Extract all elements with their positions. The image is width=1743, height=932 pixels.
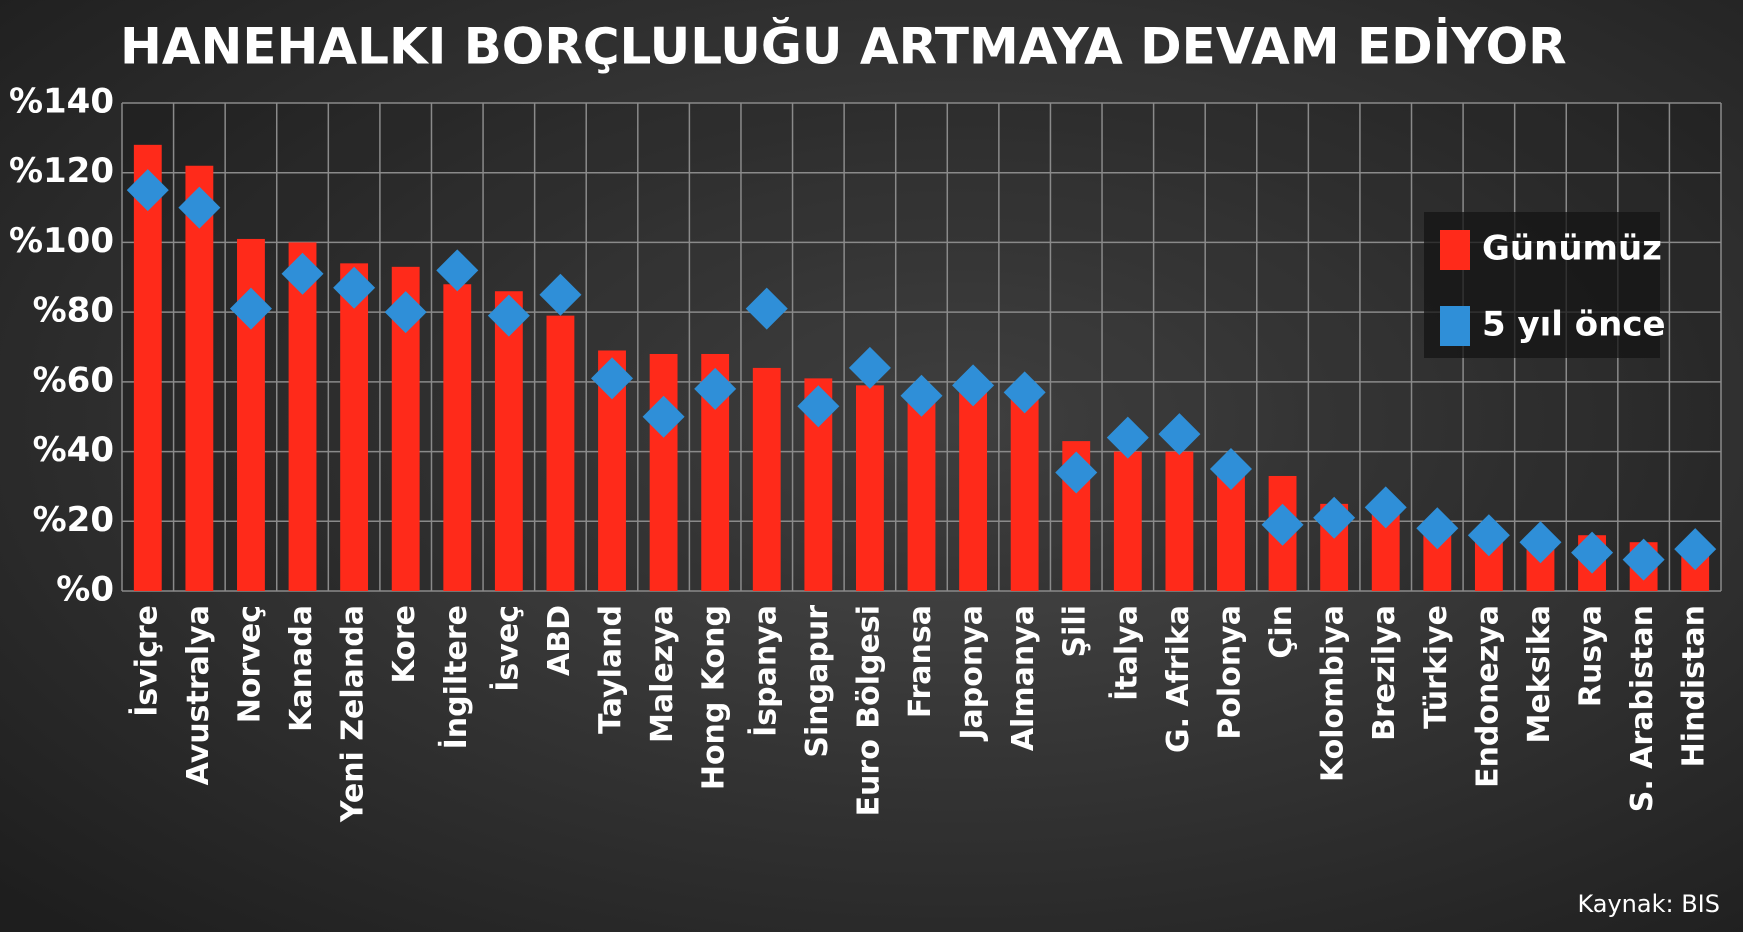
diamond-marker [539, 273, 582, 316]
y-tick-label: %0 [56, 570, 114, 610]
diamond-marker [384, 291, 427, 334]
diamond-marker [694, 367, 737, 410]
x-tick-label: Kore [387, 605, 422, 683]
diamond-marker [436, 249, 479, 292]
diamond-marker [1416, 507, 1459, 550]
x-tick-label: Kanada [284, 605, 319, 732]
x-tick-label: Singapur [800, 605, 835, 758]
diamond-marker [1467, 514, 1510, 557]
diamond-marker [178, 186, 221, 229]
legend-label: 5 yıl önce [1482, 305, 1666, 345]
bar [1165, 451, 1194, 591]
bar [907, 399, 936, 591]
x-tick-label: S. Arabistan [1625, 605, 1660, 812]
bar [1010, 399, 1039, 591]
x-tick-label: Türkiye [1419, 605, 1454, 729]
legend-swatch [1440, 230, 1470, 270]
y-tick-label: %100 [9, 221, 114, 261]
x-tick-label: Japonya [955, 605, 990, 742]
diamond-marker [1313, 496, 1356, 539]
x-tick-label: Brezilya [1367, 605, 1402, 741]
diamond-marker [333, 266, 376, 309]
bar [752, 367, 781, 591]
x-tick-label: İsviçre [128, 605, 164, 717]
x-tick-label: İtalya [1108, 605, 1144, 701]
diamond-marker [229, 287, 272, 330]
bar [288, 242, 317, 591]
y-tick-label: %120 [9, 151, 114, 191]
diamond-marker [591, 357, 634, 400]
diamond-marker [952, 364, 995, 407]
x-tick-label: Hong Kong [697, 605, 732, 790]
legend-label: Günümüz [1482, 229, 1662, 269]
x-tick-label: Malezya [645, 605, 680, 743]
bar [340, 263, 369, 591]
x-tick-label: Euro Bölgesi [851, 605, 886, 816]
x-tick-label: Avustralya [181, 605, 216, 785]
x-tick-label: G. Afrika [1161, 605, 1196, 753]
diamond-marker [1622, 538, 1665, 581]
x-tick-label: ABD [542, 605, 577, 676]
x-tick-label: İsveç [489, 605, 525, 692]
bar [1113, 451, 1142, 591]
x-tick-label: Çin [1264, 605, 1299, 659]
bar [649, 353, 678, 591]
diamond-marker [1261, 503, 1304, 546]
x-tick-label: Şili [1058, 605, 1093, 657]
x-tick-label: Fransa [903, 605, 938, 718]
bar [1217, 472, 1245, 591]
x-tick-label: Endonezya [1470, 605, 1505, 788]
source: Kaynak: BIS [1577, 890, 1720, 918]
bar [546, 315, 575, 591]
x-tick-label: İngiltere [438, 605, 474, 749]
y-tick-label: %40 [33, 430, 114, 470]
diamond-marker [126, 169, 169, 212]
legend-swatch [1440, 306, 1470, 346]
diamond-marker [900, 374, 943, 417]
x-tick-label: Polonya [1212, 605, 1247, 740]
x-tick-label: Tayland [594, 605, 629, 734]
diamond-marker [797, 385, 840, 428]
bar [133, 144, 162, 592]
x-tick-label: Almanya [1006, 605, 1041, 751]
x-tick-label: Meksika [1522, 605, 1557, 744]
x-tick-label: Kolombiya [1316, 605, 1351, 782]
diamond-marker [1571, 531, 1614, 574]
bar [959, 388, 988, 591]
diamond-marker [642, 395, 685, 438]
diamond-marker [487, 294, 530, 337]
diamond-marker [281, 252, 324, 295]
x-tick-label: Rusya [1574, 605, 1609, 707]
x-tick-label: Norveç [232, 605, 267, 723]
x-tick-label: İspanya [747, 605, 783, 737]
bar [855, 385, 884, 591]
bar [494, 291, 523, 591]
x-tick-label: Hindistan [1677, 605, 1712, 767]
y-tick-label: %80 [33, 291, 114, 331]
x-tick-label: Yeni Zelanda [336, 605, 371, 823]
diamond-marker [1519, 521, 1562, 564]
y-tick-label: %20 [33, 500, 114, 540]
bar [443, 284, 472, 591]
diamond-marker [1209, 448, 1252, 490]
diamond-marker [1674, 528, 1717, 571]
diamond-marker [848, 346, 891, 389]
diamond-marker [745, 287, 788, 330]
bar [185, 165, 214, 591]
y-tick-label: %140 [9, 82, 114, 122]
diamond-marker [1003, 371, 1046, 414]
y-tick-label: %60 [33, 360, 114, 400]
diamond-marker [1364, 486, 1407, 529]
chart-title: HANEHALKI BORÇLULUĞU ARTMAYA DEVAM EDİYO… [120, 17, 1567, 76]
diamond-marker [1106, 416, 1149, 459]
diamond-marker [1158, 413, 1201, 456]
diamond-marker [1055, 451, 1098, 494]
